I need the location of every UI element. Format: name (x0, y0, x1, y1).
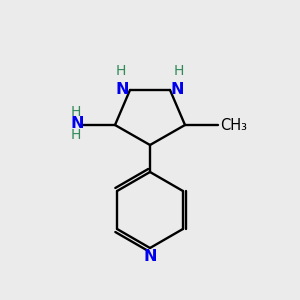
Text: H: H (71, 128, 81, 142)
Text: H: H (174, 64, 184, 78)
Text: N: N (116, 82, 129, 98)
Text: CH₃: CH₃ (220, 118, 247, 133)
Text: N: N (143, 249, 157, 264)
Text: N: N (70, 116, 84, 130)
Text: N: N (171, 82, 184, 98)
Text: H: H (116, 64, 126, 78)
Text: H: H (71, 105, 81, 119)
